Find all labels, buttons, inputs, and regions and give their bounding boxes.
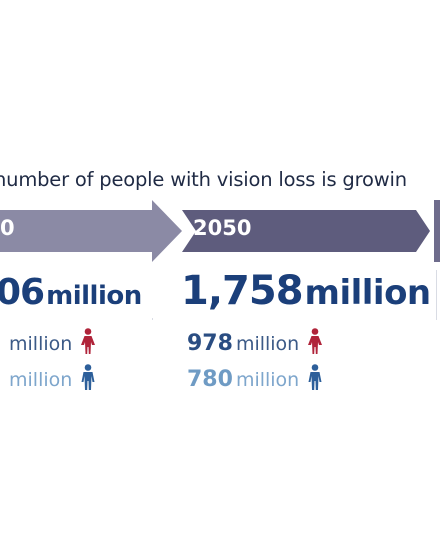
arrow-segment-next: [434, 200, 440, 262]
female-person-icon: [81, 328, 96, 354]
female-left: million: [6, 328, 96, 356]
total-2050: 1,758million: [181, 268, 431, 314]
infographic-headline: number of people with vision loss is gro…: [0, 168, 407, 191]
column-divider-left: [152, 318, 153, 320]
arrow-segment-2050: [182, 210, 430, 252]
male-person-icon: [81, 364, 95, 390]
male-2050-unit: million: [235, 369, 300, 391]
male-left: million: [6, 364, 96, 392]
female-2050-unit: million: [235, 333, 300, 355]
arrow-segment-2020: [0, 200, 182, 262]
female-person-icon: [308, 328, 323, 354]
timeline-arrows: [0, 200, 440, 262]
male-2050: 780 million: [187, 364, 323, 392]
total-2050-unit: million: [304, 273, 432, 313]
year-label-left: 0: [0, 216, 15, 240]
column-divider-right: [436, 270, 437, 320]
female-left-unit: million: [9, 333, 73, 355]
total-2050-value: 1,758: [181, 268, 304, 314]
total-left-value: 06: [0, 272, 45, 313]
female-2050: 978 million: [187, 328, 323, 356]
male-2050-value: 780: [187, 367, 233, 392]
female-2050-value: 978: [187, 331, 233, 356]
male-left-unit: million: [9, 369, 73, 391]
year-label-2050: 2050: [193, 216, 252, 240]
male-person-icon: [308, 364, 322, 390]
total-left: 06million: [0, 272, 142, 313]
total-left-unit: million: [46, 281, 142, 311]
